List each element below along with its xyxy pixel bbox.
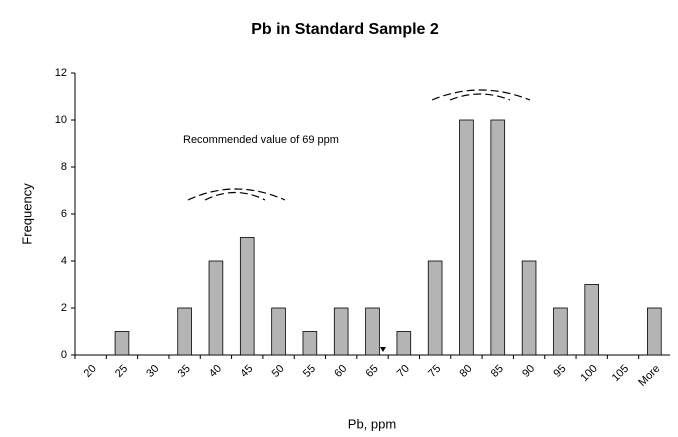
y-tick-label: 8 [61, 161, 67, 173]
y-tick-label: 6 [61, 208, 67, 220]
x-tick-label: 80 [457, 363, 474, 380]
bar [396, 331, 412, 356]
recommended-marker [380, 347, 386, 352]
bar [239, 237, 255, 356]
x-tick-label: 40 [207, 363, 224, 380]
x-tick-label: 55 [301, 363, 318, 380]
bar [584, 284, 599, 356]
x-tick-label: 20 [82, 363, 99, 380]
bar [208, 260, 224, 356]
x-tick-label: 75 [426, 363, 443, 380]
x-tick-label: 105 [610, 363, 631, 384]
x-tick-label: 25 [113, 363, 130, 380]
bar [490, 119, 506, 356]
x-tick-label: More [636, 363, 662, 389]
x-tick-label: 30 [144, 363, 161, 380]
bar [553, 307, 568, 356]
y-tick-label: 4 [61, 255, 67, 267]
bar [427, 260, 443, 356]
range-brackets [187, 89, 531, 201]
x-tick-label: 35 [176, 363, 193, 380]
bar [114, 331, 130, 356]
bar [302, 331, 318, 356]
bar [271, 307, 286, 356]
x-tick-label: 70 [395, 363, 412, 380]
x-axis-title: Pb, ppm [348, 416, 396, 431]
bar [333, 307, 349, 356]
x-tick-label: 95 [551, 363, 568, 380]
y-axis-title: Frequency [19, 183, 34, 245]
chart-title: Pb in Standard Sample 2 [251, 21, 439, 38]
annotation: Recommended value of 69 ppm [183, 134, 339, 146]
x-tick-label: 65 [364, 363, 381, 380]
x-tick-label: 45 [238, 363, 255, 380]
y-tick-label: 10 [55, 114, 67, 126]
x-tick-label: 50 [270, 363, 287, 380]
bar [521, 260, 537, 356]
bar [365, 307, 380, 356]
x-tick-label: 100 [578, 363, 599, 384]
bar [459, 119, 474, 356]
x-tick-label: 60 [332, 363, 349, 380]
x-tick-label: 85 [489, 363, 506, 380]
y-tick-label: 0 [61, 349, 67, 361]
y-tick-label: 12 [55, 67, 67, 79]
y-tick-label: 2 [61, 302, 67, 314]
bar [647, 307, 662, 356]
bar [177, 307, 192, 356]
x-tick-label: 90 [520, 363, 537, 380]
